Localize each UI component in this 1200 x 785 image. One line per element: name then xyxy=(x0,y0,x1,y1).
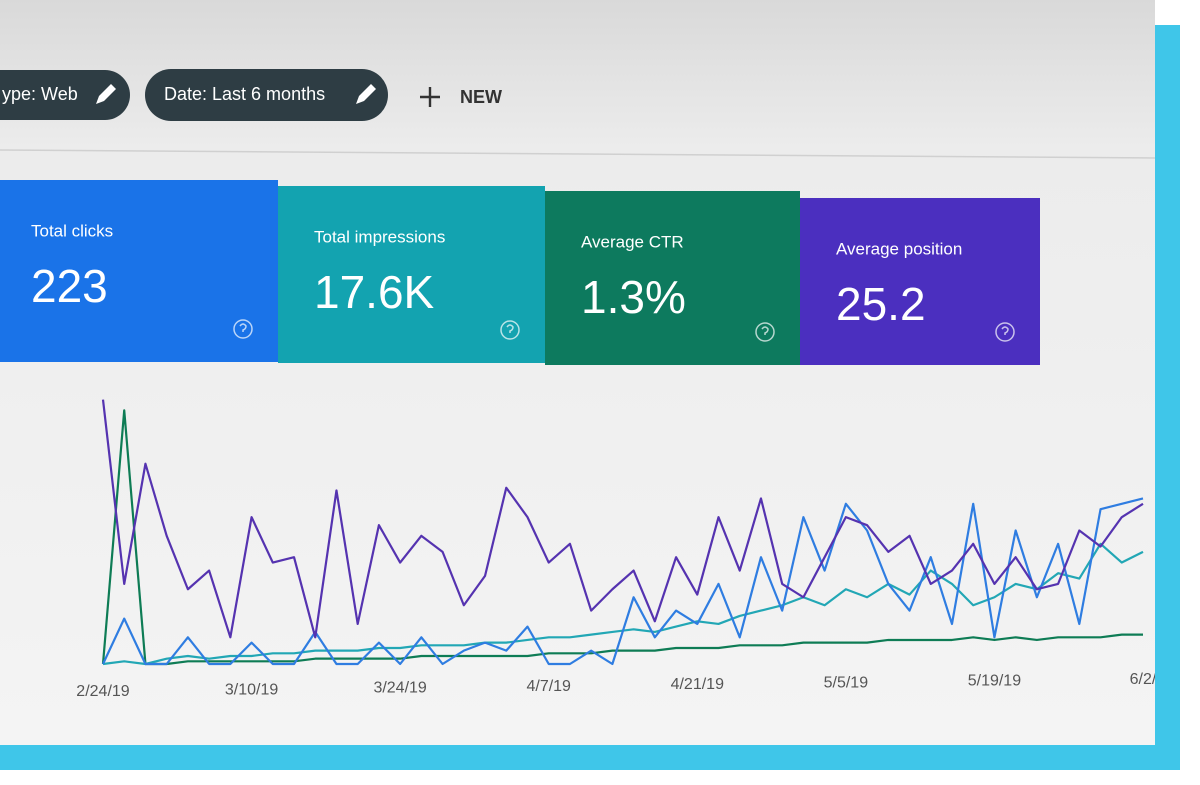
help-mark xyxy=(1001,326,1009,335)
screen xyxy=(0,0,1155,745)
metric-cards: Total clicks 223 Total impressions 17.6K Ave… xyxy=(0,180,1040,365)
card-label: Average position xyxy=(836,239,962,258)
help-icon xyxy=(233,319,253,339)
new-button[interactable]: NEW xyxy=(420,87,502,107)
series-line xyxy=(101,409,1143,666)
pencil-icon xyxy=(96,84,116,104)
x-tick-label: 3/10/19 xyxy=(225,681,278,698)
card-bg xyxy=(0,180,278,362)
filter-chip[interactable]: ype: Web xyxy=(0,70,130,120)
help-mark xyxy=(761,326,769,335)
help-icon xyxy=(755,322,775,342)
help-icon xyxy=(500,320,520,340)
new-label: NEW xyxy=(460,87,502,107)
card-bg xyxy=(278,186,545,363)
frame-bottom xyxy=(0,745,1180,770)
series-line xyxy=(102,497,1144,666)
frame-right xyxy=(1155,25,1180,770)
chip-bg xyxy=(0,70,130,120)
x-tick-label: 4/7/19 xyxy=(526,678,571,695)
plus-icon xyxy=(420,87,440,107)
chip-bg xyxy=(145,69,388,121)
card-value: 25.2 xyxy=(836,278,926,330)
card-label: Average CTR xyxy=(581,232,684,251)
x-tick-label: 6/2/ xyxy=(1130,671,1157,688)
metric-card[interactable]: Total impressions 17.6K xyxy=(278,186,545,363)
x-tick-label: 4/21/19 xyxy=(671,676,724,693)
chip-text: Date: Last 6 months xyxy=(164,84,325,104)
help-icon xyxy=(995,322,1015,342)
x-tick-label: 5/5/19 xyxy=(824,674,869,691)
card-value: 1.3% xyxy=(581,271,686,323)
card-label: Total clicks xyxy=(31,221,113,240)
header-divider xyxy=(0,149,1156,159)
metric-card[interactable]: Average CTR 1.3% xyxy=(545,191,800,365)
x-tick-label: 3/24/19 xyxy=(373,680,426,697)
x-tick-label: 5/19/19 xyxy=(968,673,1021,690)
help-mark xyxy=(506,324,514,333)
series-line xyxy=(101,399,1144,639)
metric-card[interactable]: Average position 25.2 xyxy=(800,198,1040,365)
card-value: 223 xyxy=(31,260,108,312)
pencil-icon xyxy=(356,84,376,104)
filter-chip[interactable]: Date: Last 6 months xyxy=(145,69,388,121)
metric-card[interactable]: Total clicks 223 xyxy=(0,180,278,362)
performance-chart: 2/24/19 3/10/19 3/24/19 4/7/19 4/21/19 5/5/19… xyxy=(76,399,1157,700)
help-mark xyxy=(239,323,247,332)
x-tick-label: 2/24/19 xyxy=(76,683,129,700)
card-value: 17.6K xyxy=(314,266,435,318)
chip-text: ype: Web xyxy=(2,84,78,104)
card-label: Total impressions xyxy=(314,227,445,246)
card-bg xyxy=(800,198,1040,365)
